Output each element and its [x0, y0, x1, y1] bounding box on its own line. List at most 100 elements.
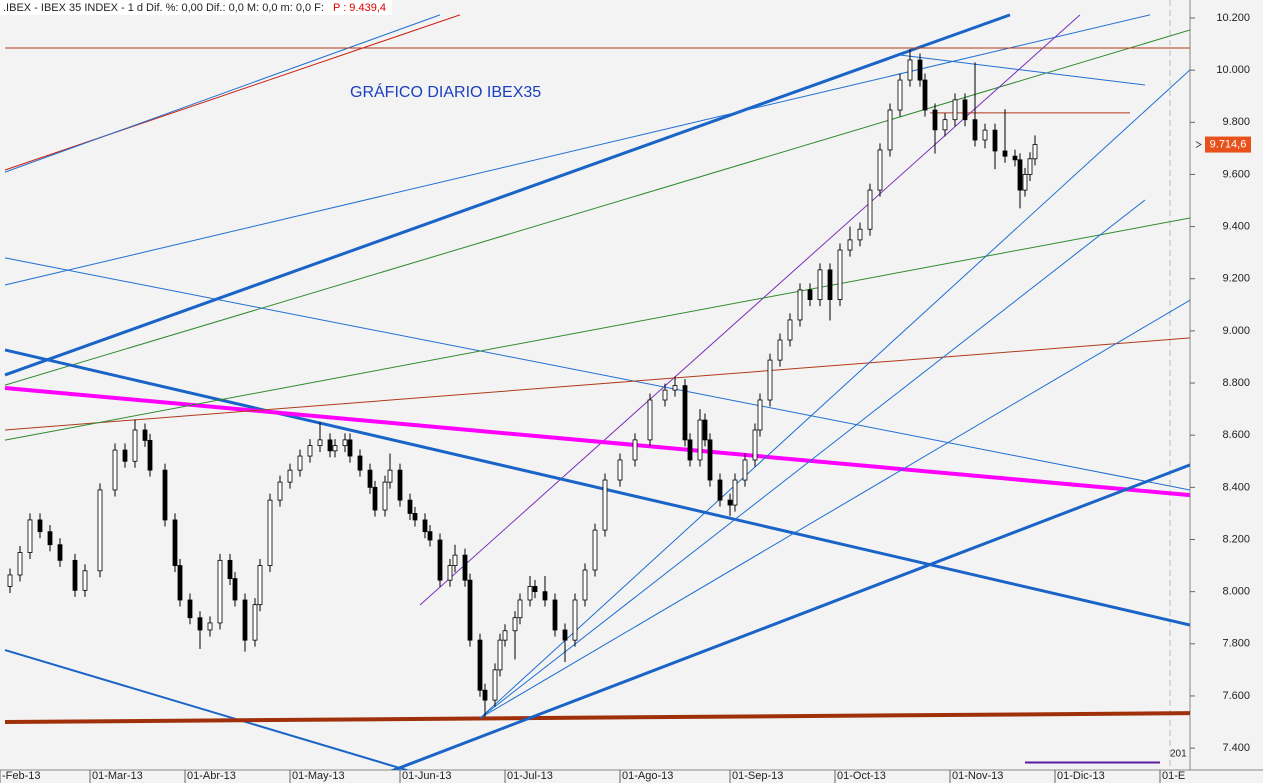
candle-body	[112, 449, 118, 491]
trendline	[479, 69, 1190, 719]
candle-body	[197, 617, 203, 631]
candle-body	[702, 419, 708, 441]
candle-body	[682, 385, 688, 441]
candle-body	[347, 439, 353, 457]
candle-body	[897, 79, 903, 111]
candle-body	[122, 449, 128, 462]
trendline	[4, 217, 1190, 441]
x-tick-label: 01-Ago-13	[622, 770, 673, 782]
trendlines	[4, 13, 1190, 770]
trendline	[4, 649, 410, 770]
trendline	[4, 386, 1190, 498]
candle-body	[47, 531, 53, 546]
candle-body	[1002, 150, 1008, 157]
candle-body	[752, 429, 758, 461]
trendline	[4, 711, 1190, 725]
candle-body	[277, 481, 283, 501]
candle-body	[172, 519, 178, 566]
candle-body	[542, 591, 548, 601]
candle-body	[922, 79, 928, 111]
candle-body	[572, 599, 578, 641]
candle-body	[1017, 159, 1023, 191]
candle-body	[492, 669, 498, 701]
candle-body	[307, 445, 313, 457]
header-price: P : 9.439,4	[333, 2, 386, 14]
trendline	[479, 199, 1146, 719]
candle-body	[477, 639, 483, 691]
candle-body	[647, 399, 653, 441]
y-tick-label: 7.400	[1222, 742, 1250, 754]
candle-body	[1022, 174, 1028, 191]
candles	[7, 49, 1038, 717]
candle-body	[817, 269, 823, 301]
candle-body	[177, 565, 183, 601]
candle-body	[527, 586, 533, 601]
trendline	[4, 14, 461, 171]
candle-body	[512, 617, 518, 632]
trendline	[4, 348, 1190, 627]
candle-body	[452, 554, 458, 566]
candle-body	[942, 119, 948, 131]
candle-body	[422, 519, 428, 533]
candle-body	[37, 519, 43, 533]
candle-body	[147, 440, 153, 471]
candle-body	[982, 129, 988, 141]
candle-body	[427, 531, 433, 541]
trendline	[899, 54, 1146, 86]
candle-body	[807, 289, 813, 301]
candle-body	[932, 109, 938, 131]
candle-body	[412, 513, 418, 521]
x-tick-label: 01-Jul-13	[507, 770, 553, 782]
candle-body	[97, 489, 103, 572]
candle-body	[592, 529, 598, 571]
candle-body	[532, 586, 538, 593]
candle-body	[367, 469, 373, 488]
candle-body	[17, 552, 23, 576]
candle-body	[517, 599, 523, 619]
candle-body	[372, 486, 378, 511]
candle-body	[777, 339, 783, 361]
candle-body	[757, 399, 763, 431]
corner-label: 201	[1170, 749, 1187, 760]
candle-body	[72, 559, 78, 591]
candle-body	[437, 539, 443, 581]
candle-body	[397, 469, 403, 501]
candle-body	[952, 99, 958, 121]
candle-body	[857, 228, 863, 241]
candle-body	[242, 599, 248, 641]
candle-body	[467, 579, 473, 641]
y-tick-label: 7.600	[1222, 690, 1250, 702]
trendline	[4, 14, 1151, 286]
candle-body	[582, 569, 588, 601]
x-tick-label: 01-Jun-13	[402, 770, 452, 782]
x-tick-label: 01-Nov-13	[952, 770, 1003, 782]
candle-body	[687, 439, 693, 461]
candle-body	[357, 455, 363, 471]
candle-body	[907, 59, 913, 81]
candle-body	[827, 269, 833, 301]
candle-body	[1012, 155, 1018, 161]
candle-body	[502, 630, 508, 641]
trendline	[4, 29, 1190, 386]
last-price-pointer	[1195, 141, 1202, 148]
candle-body	[1032, 144, 1038, 160]
candle-body	[707, 439, 713, 481]
axes: 7.400 7.600 7.800 8.000 8.200 8.400 8.600 8.800…	[0, 12, 1251, 783]
trendline	[389, 463, 1190, 770]
candle-body	[732, 479, 738, 506]
y-tick-label: 7.800	[1222, 638, 1250, 650]
candle-body	[552, 599, 558, 631]
candle-body	[887, 109, 893, 151]
candle-body	[342, 439, 348, 447]
candle-body	[787, 319, 793, 341]
trendline	[4, 14, 441, 173]
candle-body	[132, 429, 138, 462]
candle-body	[207, 622, 213, 631]
candle-body	[7, 574, 13, 587]
candle-body	[1027, 158, 1033, 175]
candle-body	[617, 459, 623, 481]
candle-body	[602, 479, 608, 531]
